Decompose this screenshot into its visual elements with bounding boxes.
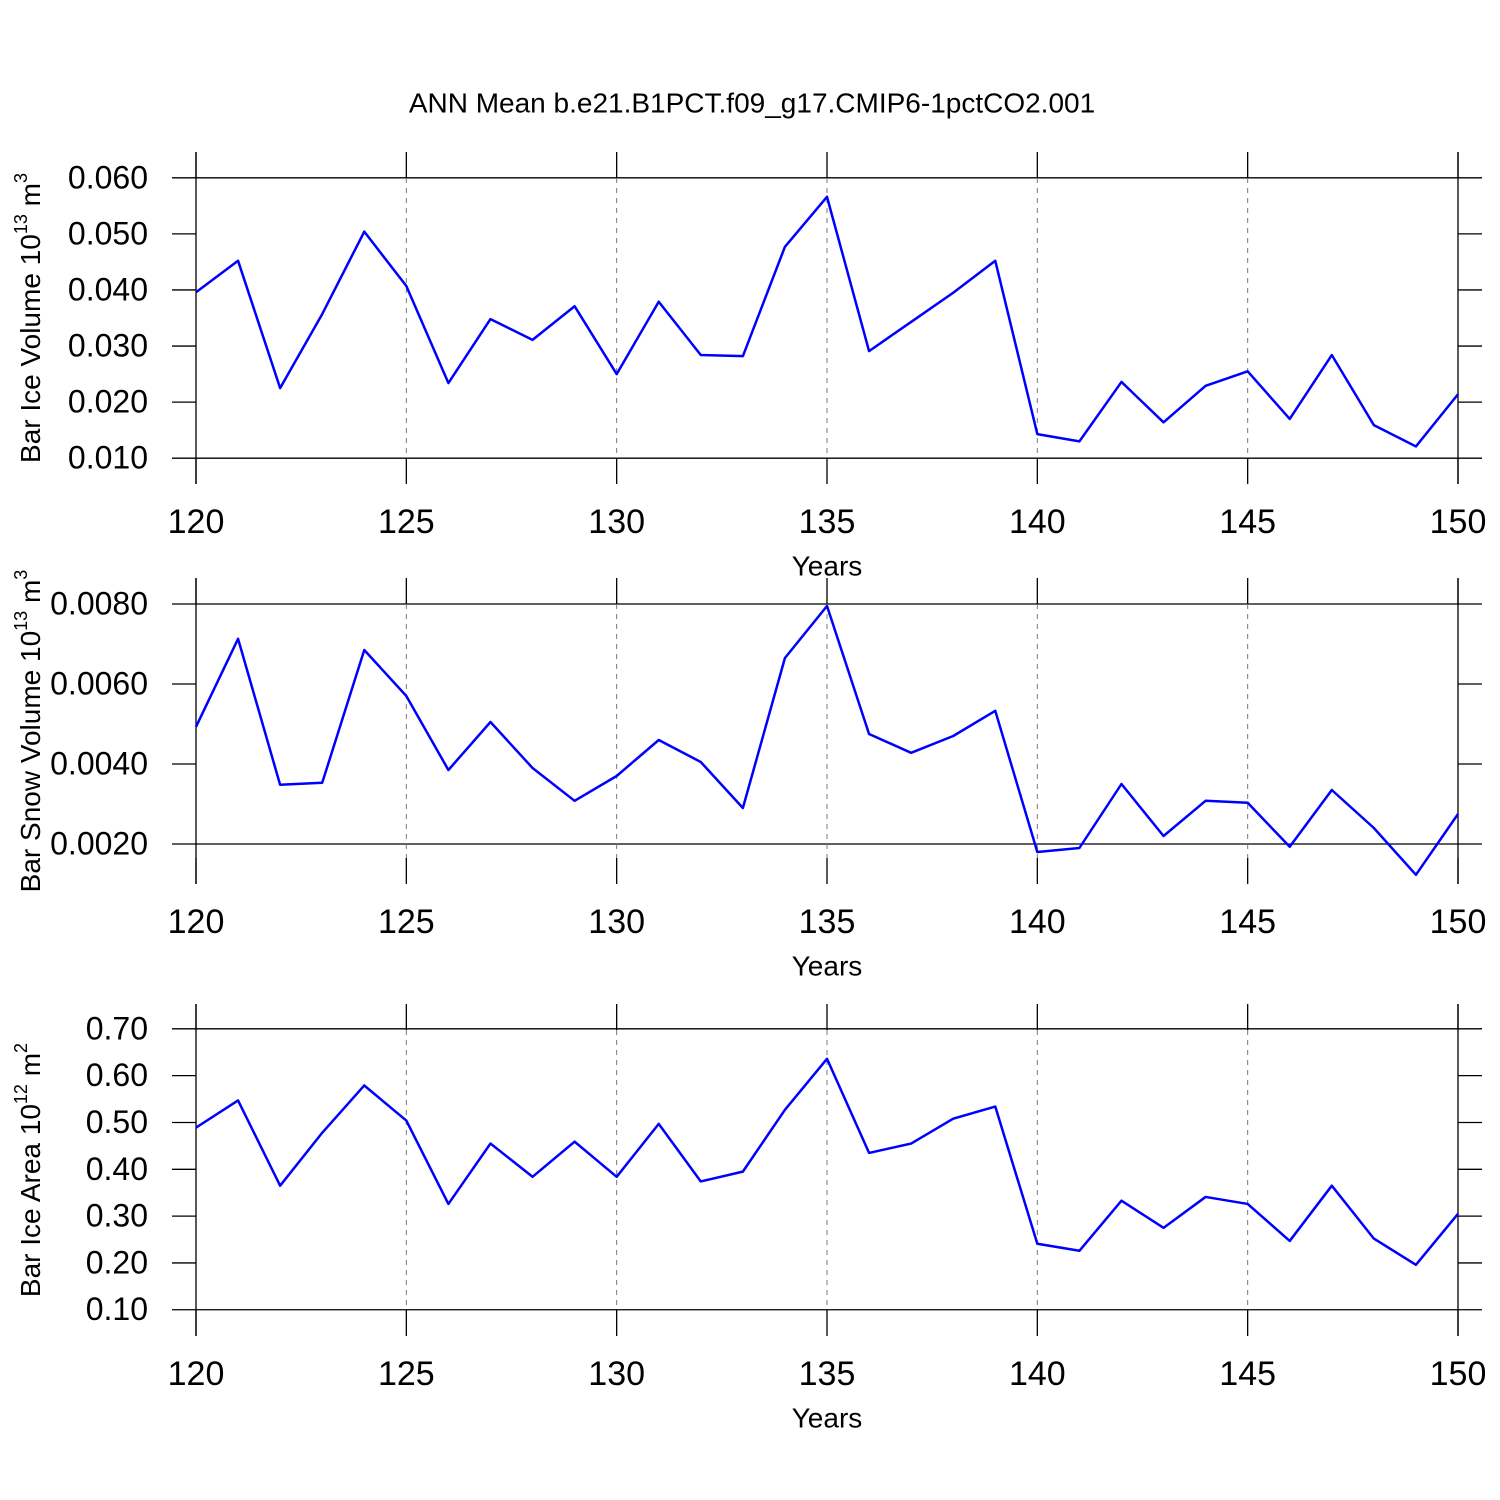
x-tick-label: 130	[588, 1355, 645, 1393]
data-line	[195, 195, 1459, 448]
data-line	[194, 604, 1460, 877]
y-axis-label-part: m	[15, 1053, 46, 1084]
y-tick-label: 0.0020	[50, 825, 148, 861]
y-axis-label: Bar Snow Volume 1013 m3	[11, 570, 46, 893]
y-tick-label: 0.050	[68, 215, 148, 251]
x-tick-label: 125	[378, 503, 435, 541]
x-tick-label: 130	[588, 503, 645, 541]
x-tick-label: 145	[1219, 1355, 1276, 1393]
x-tick-label: 135	[799, 1355, 856, 1393]
y-axis-label-exponent: 13	[11, 611, 31, 631]
x-tick-label: 120	[168, 903, 225, 941]
y-tick-label: 0.040	[68, 271, 148, 307]
y-tick-label: 0.020	[68, 384, 148, 420]
x-tick-label: 145	[1219, 503, 1276, 541]
x-tick-label: 150	[1430, 503, 1487, 541]
x-tick-label: 130	[588, 903, 645, 941]
y-axis-label-exponent: 12	[11, 1084, 31, 1104]
y-tick-label: 0.060	[68, 159, 148, 195]
y-axis-label: Bar Ice Volume 1013 m3	[11, 173, 46, 463]
y-tick-label: 0.010	[68, 440, 148, 476]
y-tick-label: 0.30	[86, 1198, 148, 1234]
x-axis-label: Years	[792, 550, 863, 581]
x-tick-label: 150	[1430, 1355, 1487, 1393]
y-tick-label: 0.030	[68, 327, 148, 363]
y-tick-label: 0.0060	[50, 665, 148, 701]
x-tick-label: 140	[1009, 1355, 1066, 1393]
y-axis-label-exponent: 3	[11, 570, 31, 580]
y-axis-label-part: m	[15, 580, 46, 611]
y-axis-label-part: Bar Ice Volume 10	[15, 234, 46, 463]
x-axis-label: Years	[792, 950, 863, 981]
data-line	[195, 1057, 1459, 1267]
x-tick-label: 125	[378, 903, 435, 941]
y-tick-label: 0.10	[86, 1291, 148, 1327]
x-tick-label: 140	[1009, 503, 1066, 541]
y-tick-label: 0.0080	[50, 585, 148, 621]
y-tick-label: 0.70	[86, 1010, 148, 1046]
y-axis-label-part: Bar Snow Volume 10	[15, 631, 46, 893]
y-axis-label-exponent: 2	[11, 1043, 31, 1053]
chart-title: ANN Mean b.e21.B1PCT.f09_g17.CMIP6-1pctC…	[409, 87, 1095, 118]
x-tick-label: 135	[799, 903, 856, 941]
y-axis-label: Bar Ice Area 1012 m2	[11, 1043, 46, 1297]
y-axis-label-exponent: 13	[11, 214, 31, 234]
x-tick-label: 145	[1219, 903, 1276, 941]
x-axis-label: Years	[792, 1402, 863, 1433]
x-tick-label: 135	[799, 503, 856, 541]
x-tick-label: 120	[168, 503, 225, 541]
y-axis-label-exponent: 3	[11, 173, 31, 183]
y-tick-label: 0.60	[86, 1057, 148, 1093]
y-axis-label-part: m	[15, 183, 46, 214]
x-tick-label: 150	[1430, 903, 1487, 941]
y-tick-label: 0.0040	[50, 745, 148, 781]
x-tick-label: 140	[1009, 903, 1066, 941]
y-tick-label: 0.40	[86, 1151, 148, 1187]
x-tick-label: 125	[378, 1355, 435, 1393]
x-tick-label: 120	[168, 1355, 225, 1393]
y-tick-label: 0.50	[86, 1104, 148, 1140]
y-tick-label: 0.20	[86, 1244, 148, 1280]
y-axis-label-part: Bar Ice Area 10	[15, 1104, 46, 1297]
